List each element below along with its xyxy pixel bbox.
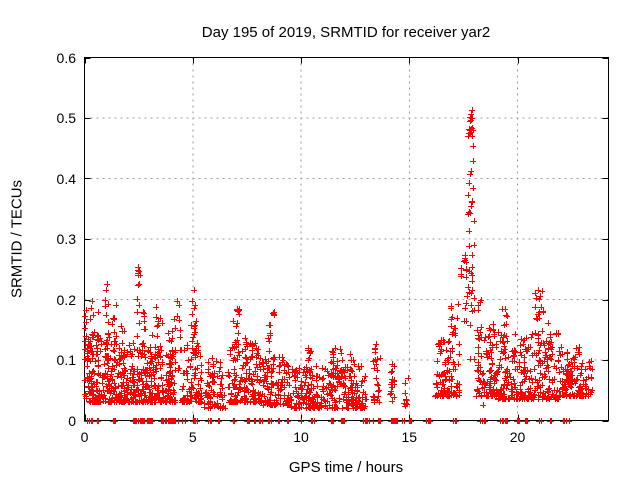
chart-title: Day 195 of 2019, SRMTID for receiver yar… [201,24,491,41]
plot-frame [84,57,609,422]
y-tick-label-0.4: 0.4 [56,170,76,187]
x-axis-label: GPS time / hours [288,459,404,476]
x-tick-label-0: 0 [80,429,89,445]
y-tick-label-0.1: 0.1 [56,352,76,368]
y-tick-label-0.2: 0.2 [56,291,76,308]
y-tick-label-0.5: 0.5 [56,110,76,126]
x-tick-label-15: 15 [401,429,418,445]
scatter-points [82,107,595,424]
y-tick-label-0.6: 0.6 [56,49,76,66]
y-tick-label-0.3: 0.3 [56,231,76,247]
y-tick-label-0: 0 [68,412,76,429]
grid-lines [84,57,609,421]
x-tick-label-20: 20 [509,429,526,445]
x-tick-label-10: 10 [293,429,309,445]
x-tick-label-5: 5 [188,429,197,445]
